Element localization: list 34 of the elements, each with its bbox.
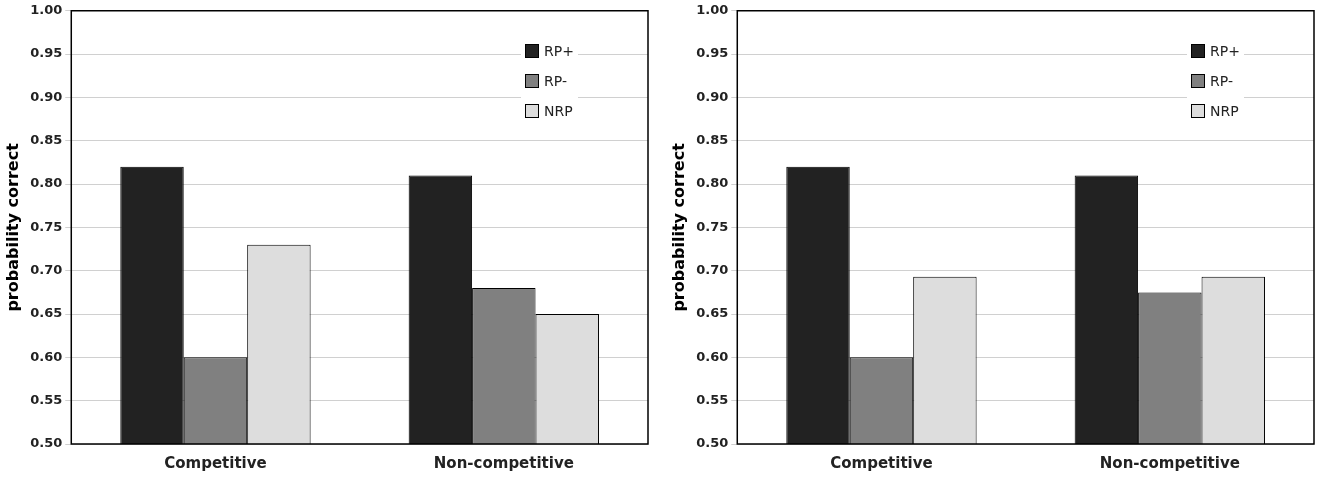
y-tick-label: 0.60 [30, 348, 63, 364]
y-tick-label: 0.60 [696, 348, 729, 364]
legend-label: NRP [1210, 102, 1239, 119]
y-axis-title: probability correct [668, 142, 688, 312]
legend-label: RP+ [1210, 42, 1240, 59]
y-tick-label: 0.75 [696, 218, 729, 234]
y-tick-label: 0.70 [696, 262, 729, 278]
x-tick-label: Non-competitive [433, 453, 574, 472]
y-tick-label: 0.85 [30, 132, 63, 148]
y-axis-title: probability correct [2, 142, 22, 312]
y-tick-label: 0.55 [696, 392, 729, 408]
x-tick-label: Non-competitive [1099, 453, 1240, 472]
legend-label: RP+ [544, 42, 574, 59]
legend-label: RP- [1210, 72, 1234, 89]
y-tick-label: 0.85 [696, 132, 729, 148]
y-tick-label: 0.50 [30, 435, 63, 451]
x-tick-label: Competitive [830, 453, 933, 472]
y-tick-label: 0.70 [30, 262, 63, 278]
y-tick-label: 0.90 [696, 88, 729, 104]
legend-label: NRP [544, 102, 573, 119]
y-tick-label: 0.65 [696, 305, 729, 321]
y-tick-label: 0.95 [30, 45, 63, 61]
y-tick-label: 0.55 [30, 392, 63, 408]
y-tick-label: 0.95 [696, 45, 729, 61]
y-tick-label: 0.80 [696, 175, 729, 191]
y-tick-label: 1.00 [696, 2, 729, 18]
y-tick-label: 0.90 [30, 88, 63, 104]
y-tick-label: 0.75 [30, 218, 63, 234]
x-tick-label: Competitive [164, 453, 267, 472]
y-tick-label: 1.00 [30, 2, 63, 18]
legend-label: RP- [544, 72, 568, 89]
y-tick-label: 0.65 [30, 305, 63, 321]
y-tick-label: 0.50 [696, 435, 729, 451]
y-tick-label: 0.80 [30, 175, 63, 191]
